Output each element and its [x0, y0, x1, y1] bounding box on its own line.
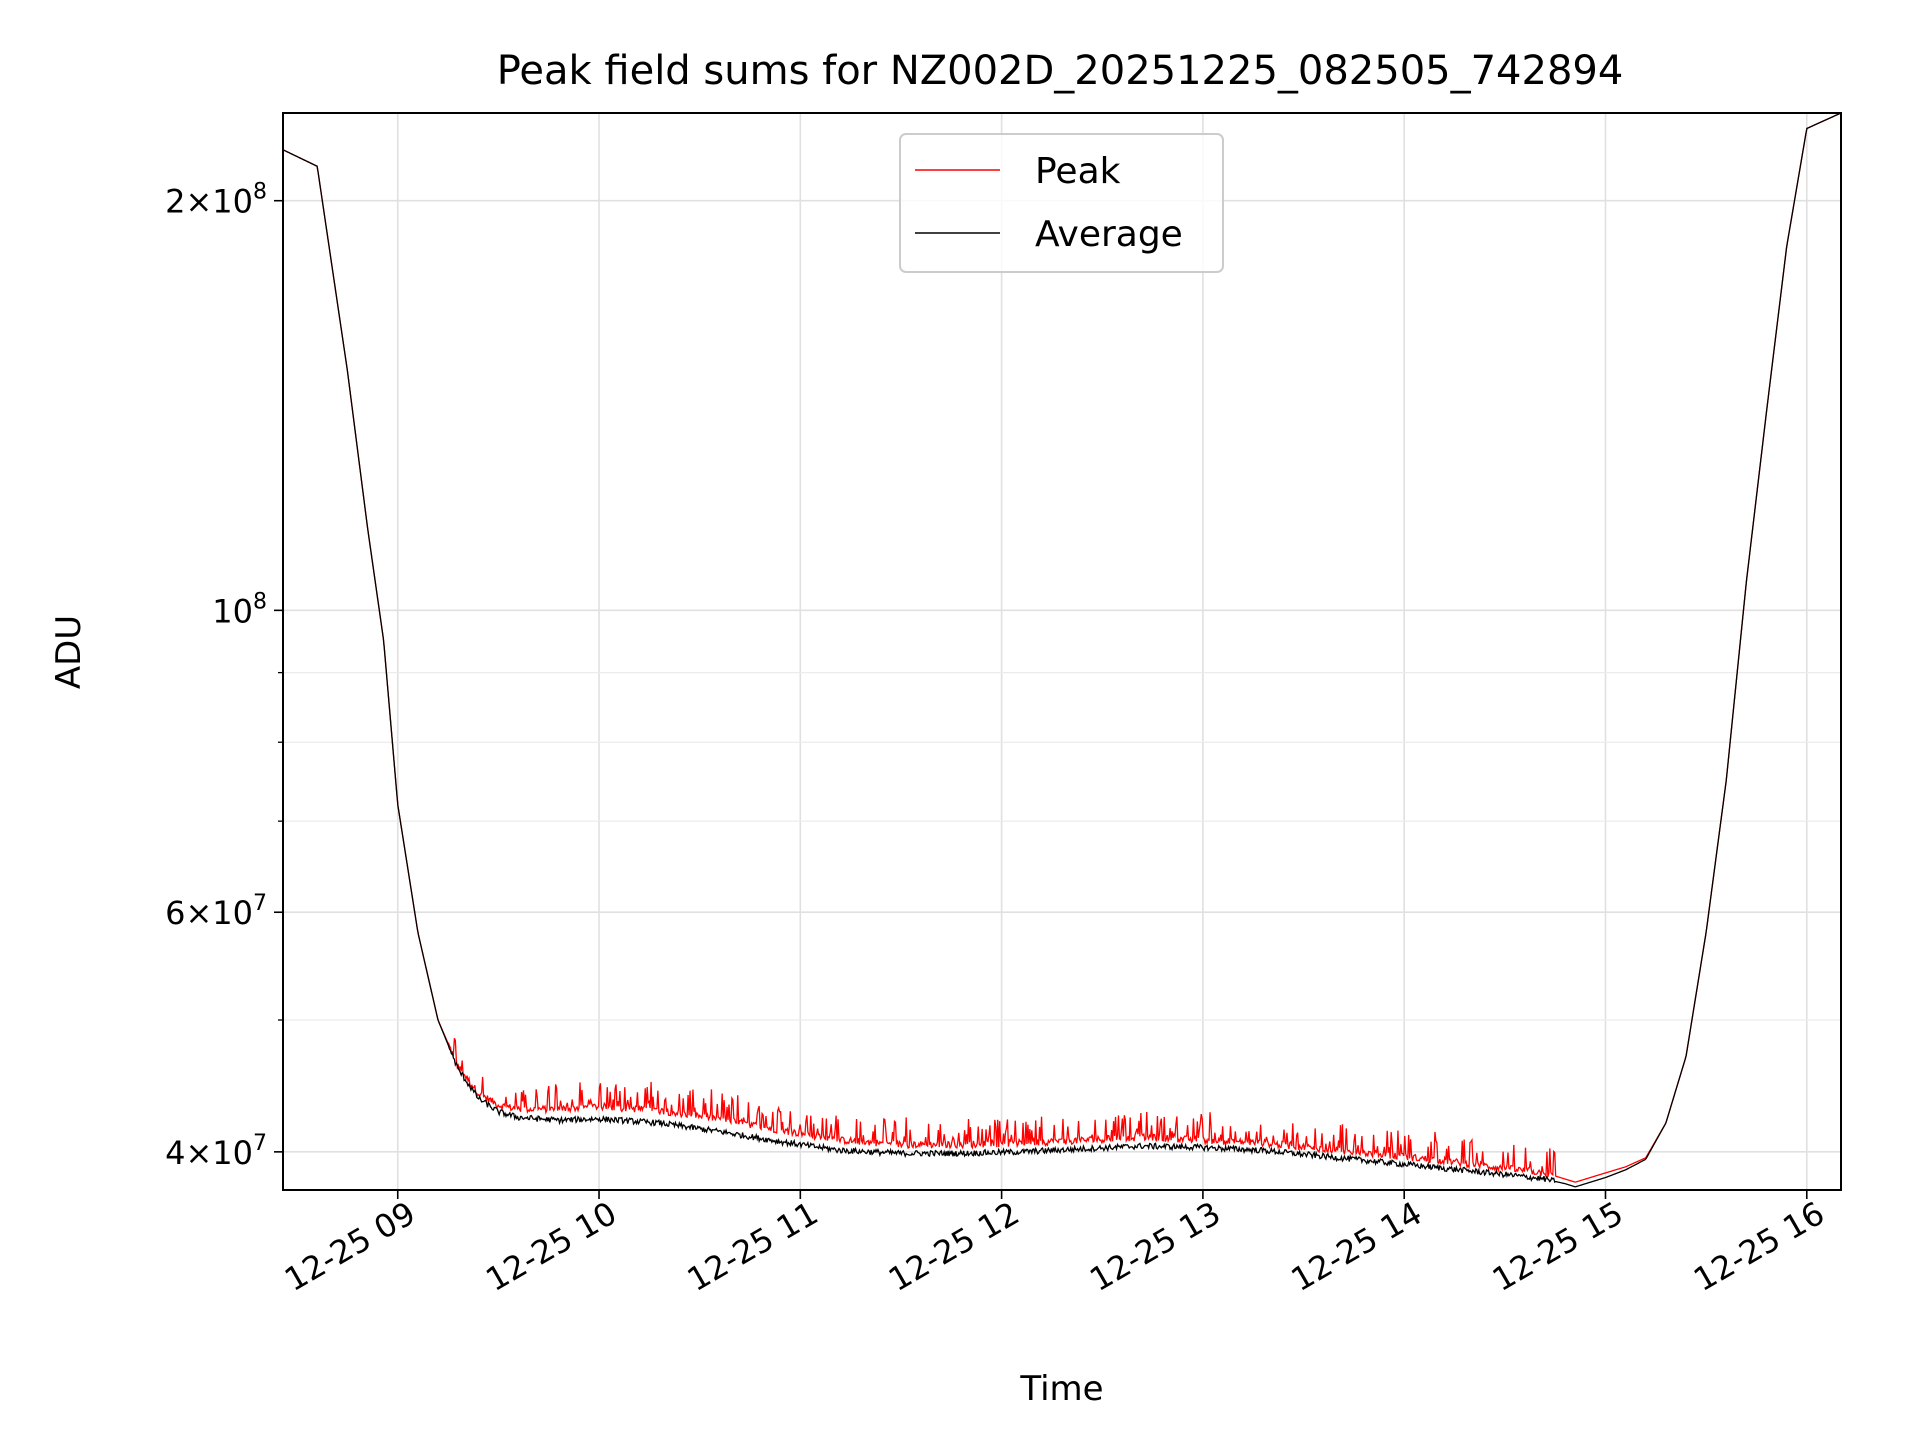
- legend-label-average: Average: [1035, 214, 1183, 255]
- plot-frame: [282, 112, 1842, 1191]
- y-tick-label: 6×107: [165, 891, 267, 932]
- y-tick-base: 2: [165, 183, 185, 221]
- y-tick-label: 108: [212, 589, 267, 630]
- y-tick-label: 2×108: [165, 180, 267, 221]
- y-tick-ten: 10: [212, 1134, 253, 1172]
- plot-series: [283, 113, 1841, 1188]
- legend: Peak Average: [899, 133, 1224, 273]
- y-tick-label: 4×107: [165, 1131, 267, 1172]
- y-tick-times: ×: [185, 894, 212, 932]
- y-tick-ten: 10: [212, 183, 253, 221]
- y-tick-ten: 10: [212, 592, 253, 630]
- y-tick-times: ×: [185, 1134, 212, 1172]
- series-line-average: [283, 113, 1841, 1188]
- series-line-peak: [283, 113, 1841, 1183]
- y-tick-exponent: 8: [253, 180, 267, 205]
- y-tick-exponent: 7: [253, 1131, 267, 1156]
- grid-lines: [283, 113, 1841, 1190]
- y-tick-exponent: 8: [253, 589, 267, 614]
- y-tick-base: 4: [165, 1134, 185, 1172]
- legend-box: [899, 133, 1224, 273]
- y-tick-ten: 10: [212, 894, 253, 932]
- y-tick-exponent: 7: [253, 891, 267, 916]
- y-tick-base: 6: [165, 894, 185, 932]
- legend-label-peak: Peak: [1035, 151, 1121, 192]
- x-axis-label: Time: [1019, 1369, 1103, 1409]
- y-axis-label: ADU: [49, 615, 89, 689]
- y-tick-times: ×: [185, 183, 212, 221]
- chart-title: Peak field sums for NZ002D_20251225_0825…: [497, 48, 1624, 94]
